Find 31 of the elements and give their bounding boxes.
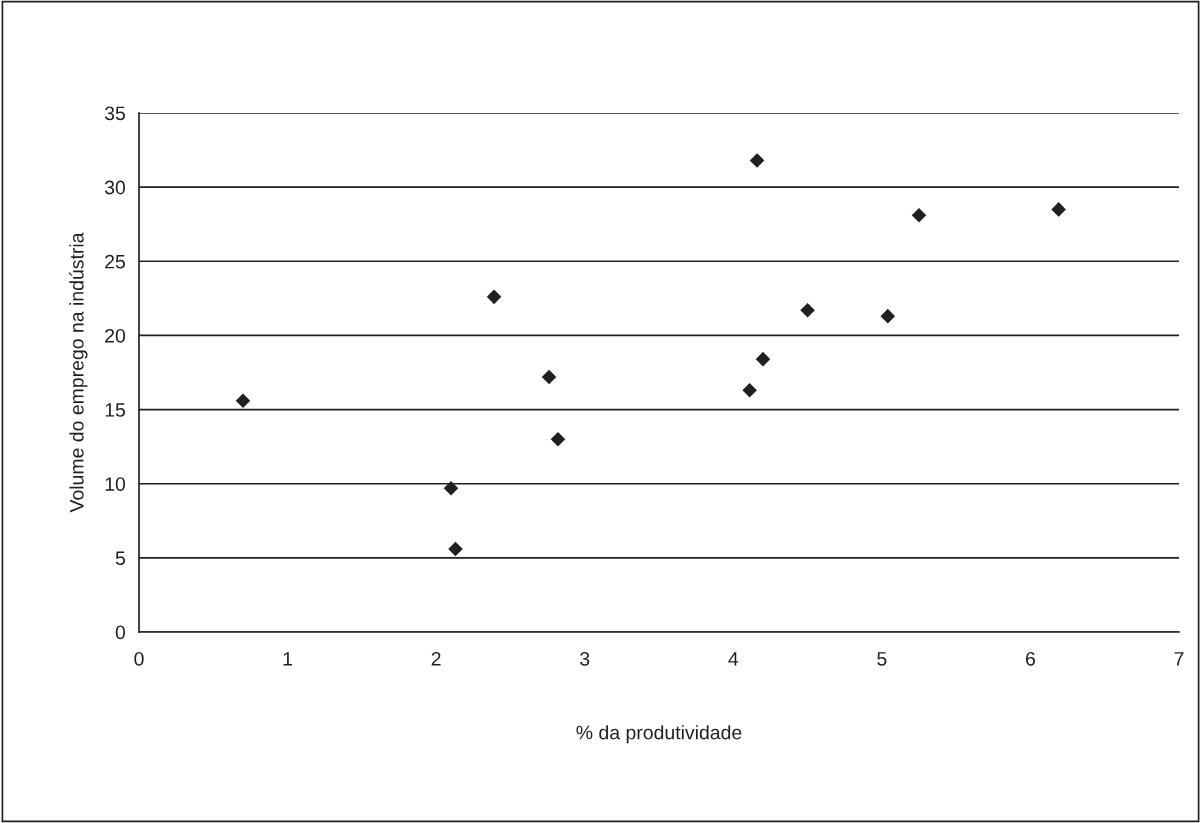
y-tick-label: 25 (105, 254, 125, 269)
point (755, 351, 771, 367)
point (800, 302, 815, 318)
x-tick-label: 2 (431, 651, 441, 666)
x-tick-label: 1 (283, 652, 293, 666)
x-tick-label: 7 (1174, 652, 1184, 666)
y-tick-label: 10 (105, 477, 126, 491)
point (880, 308, 896, 324)
x-tick-label: 4 (728, 652, 739, 666)
y-tick-label: 0 (115, 625, 126, 640)
y-tick-label: 15 (105, 403, 125, 417)
point (550, 431, 566, 447)
point (742, 383, 757, 398)
y-axis-title: Volume do emprego na indústria (69, 232, 88, 513)
y-tick-label: 20 (105, 328, 126, 343)
y-tick-label: 30 (104, 180, 126, 195)
point (448, 541, 463, 557)
x-tick-label: 3 (580, 651, 590, 666)
point (749, 153, 765, 168)
point (235, 393, 251, 408)
x-axis-title: % da produtividade (576, 725, 742, 744)
x-tick-label: 0 (134, 651, 144, 666)
x-tick-label: 6 (1026, 651, 1035, 666)
point (911, 208, 927, 223)
point (443, 480, 459, 496)
y-tick-label: 35 (104, 106, 125, 121)
y-tick-label: 5 (115, 551, 125, 566)
x-tick-label: 5 (877, 652, 887, 666)
point (541, 369, 557, 385)
point (486, 289, 502, 305)
point (1051, 202, 1066, 217)
